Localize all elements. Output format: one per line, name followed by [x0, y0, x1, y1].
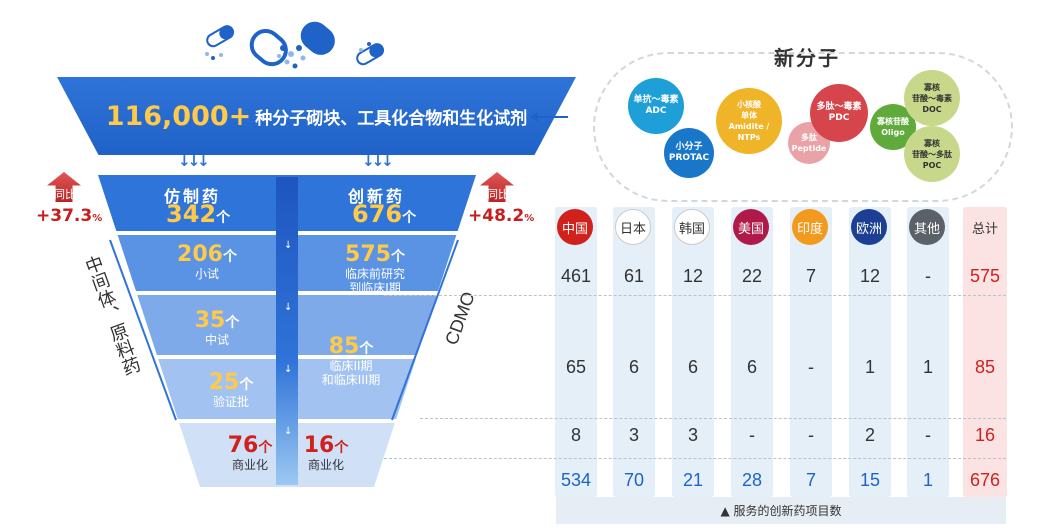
column-bg-total — [963, 207, 1007, 497]
table-cell-sum: 70 — [623, 470, 645, 490]
table-cell: - — [925, 266, 931, 286]
strip-arrow-icon: ↓ — [284, 302, 293, 313]
table-cell: 12 — [859, 266, 881, 286]
column-bg-india — [790, 207, 832, 497]
table-cell: - — [925, 425, 931, 445]
innovative-drugs-total: 676个 — [352, 200, 417, 228]
row-divider — [420, 418, 1006, 419]
new-molecules-panel — [593, 52, 1013, 202]
column-bg-china — [555, 207, 597, 497]
bubble-doc: 寡核 苷酸～毒素 DOC — [904, 70, 960, 126]
bubble-amidite: 小核酸 单体 Amidite / NTPs — [716, 88, 782, 154]
header-total: 总计 — [971, 221, 998, 237]
table-cell: 3 — [687, 425, 698, 445]
row-divider — [384, 295, 1006, 296]
header-usa: 美国 — [733, 209, 769, 245]
funnel-side-lines — [109, 239, 459, 421]
table-cell: 12 — [682, 266, 704, 286]
bubble-poc: 寡核 苷酸～多肽 POC — [904, 126, 960, 182]
table-cell-sum: 1 — [922, 470, 933, 490]
stage-validation: 25个 验证批 — [208, 370, 254, 409]
stage-commercial-generic: 76个 商业化 — [227, 433, 273, 472]
table-cell: 461 — [560, 266, 592, 286]
row-divider — [384, 458, 1006, 459]
table-cell-grand-total: 676 — [969, 470, 1001, 490]
table-cell-sum: 15 — [859, 470, 881, 490]
arrow-left-icon — [530, 112, 568, 122]
bubble-pdc: 多肽～毒素 PDC — [810, 84, 868, 142]
column-bg-other — [907, 207, 949, 497]
strip-arrow-icon: ↓ — [284, 364, 293, 375]
banner-number: 116,000+ — [105, 100, 252, 132]
capsule-icon — [205, 21, 385, 69]
yoy-value-right: +48.2% — [468, 206, 535, 226]
table-cell: 7 — [805, 266, 816, 286]
table-cell: 8 — [570, 425, 581, 445]
table-cell-total: 575 — [969, 266, 1001, 286]
stage-lab-scale: 206个 小试 — [177, 242, 237, 281]
table-cell: - — [808, 357, 814, 377]
down-arrows-icon-left: ↓↓↓ — [178, 152, 210, 170]
table-cell: 1 — [864, 357, 875, 377]
header-india: 印度 — [792, 209, 828, 245]
new-molecules-title: 新分子 — [766, 42, 848, 71]
table-cell: 6 — [746, 357, 757, 377]
generic-drugs-title: 仿制药 — [164, 187, 222, 206]
innovative-drugs-title: 创新药 — [348, 187, 406, 206]
down-arrows-icon-right: ↓↓↓ — [362, 152, 394, 170]
stage-preclinical: 575个 临床前研究 到临床I期 — [344, 242, 405, 295]
table-cell-total: 85 — [974, 357, 996, 377]
table-cell: 2 — [864, 425, 875, 445]
banner-background — [57, 77, 576, 155]
table-cell: - — [749, 425, 755, 445]
yoy-label-right: 同比 — [487, 188, 509, 201]
table-cell: 6 — [687, 357, 698, 377]
stage-commercial-innovative: 16个 商业化 — [303, 433, 349, 472]
table-cell-total: 16 — [974, 425, 996, 445]
header-other: 其他 — [909, 209, 945, 245]
table-cell: 6 — [628, 357, 639, 377]
column-bg-japan — [613, 207, 655, 497]
column-bg-usa — [731, 207, 773, 497]
table-cell: 3 — [628, 425, 639, 445]
table-footer: ▲ 服务的创新药项目数 — [556, 497, 1006, 524]
table-cell: 65 — [565, 357, 587, 377]
column-bg-europe — [849, 207, 891, 497]
table-cell: 22 — [741, 266, 763, 286]
strip-arrow-icon: ↓ — [284, 240, 293, 251]
header-korea: 韩国 — [674, 209, 710, 245]
table-cell: 1 — [922, 357, 933, 377]
stage-clinical-2-3: 85个 临床II期 和临床III期 — [321, 334, 381, 387]
banner: 116,000+ 种分子砌块、工具化合物和生化试剂 — [57, 77, 576, 155]
bubble-adc: 单抗～毒素 ADC — [628, 78, 684, 134]
stage-pilot: 35个 中试 — [194, 308, 240, 347]
bubble-protac: 小分子 PROTAC — [664, 128, 714, 178]
table-cell-sum: 21 — [682, 470, 704, 490]
table-cell: 61 — [623, 266, 645, 286]
column-bg-korea — [672, 207, 714, 497]
yoy-label-left: 同比 — [54, 188, 76, 201]
header-japan: 日本 — [615, 209, 651, 245]
funnel-divider — [276, 177, 298, 485]
table-cell-sum: 7 — [805, 470, 816, 490]
header-europe: 欧洲 — [851, 209, 887, 245]
banner-label: 种分子砌块、工具化合物和生化试剂 — [255, 108, 528, 129]
table-cell: - — [808, 425, 814, 445]
header-china: 中国 — [557, 209, 593, 245]
strip-arrow-icon: ↓ — [284, 426, 293, 437]
yoy-value-left: +37.3% — [36, 206, 103, 226]
table-cell-sum: 28 — [741, 470, 763, 490]
generic-drugs-total: 342个 — [166, 200, 231, 228]
table-cell-sum: 534 — [560, 470, 592, 490]
